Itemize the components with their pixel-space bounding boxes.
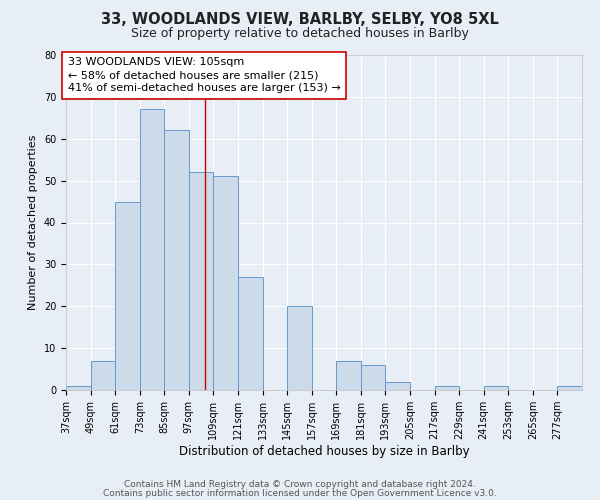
Text: Size of property relative to detached houses in Barlby: Size of property relative to detached ho… — [131, 28, 469, 40]
Y-axis label: Number of detached properties: Number of detached properties — [28, 135, 38, 310]
Bar — [385, 382, 410, 390]
Bar — [140, 110, 164, 390]
Bar — [91, 360, 115, 390]
Text: Contains public sector information licensed under the Open Government Licence v3: Contains public sector information licen… — [103, 489, 497, 498]
X-axis label: Distribution of detached houses by size in Barlby: Distribution of detached houses by size … — [179, 445, 469, 458]
Bar — [484, 386, 508, 390]
Bar — [287, 306, 312, 390]
Bar — [557, 386, 582, 390]
Bar — [434, 386, 459, 390]
Bar — [336, 360, 361, 390]
Bar — [361, 365, 385, 390]
Bar — [238, 277, 263, 390]
Bar — [164, 130, 189, 390]
Bar — [189, 172, 214, 390]
Text: 33, WOODLANDS VIEW, BARLBY, SELBY, YO8 5XL: 33, WOODLANDS VIEW, BARLBY, SELBY, YO8 5… — [101, 12, 499, 28]
Text: 33 WOODLANDS VIEW: 105sqm
← 58% of detached houses are smaller (215)
41% of semi: 33 WOODLANDS VIEW: 105sqm ← 58% of detac… — [68, 57, 341, 94]
Text: Contains HM Land Registry data © Crown copyright and database right 2024.: Contains HM Land Registry data © Crown c… — [124, 480, 476, 489]
Bar — [66, 386, 91, 390]
Bar — [115, 202, 140, 390]
Bar — [214, 176, 238, 390]
